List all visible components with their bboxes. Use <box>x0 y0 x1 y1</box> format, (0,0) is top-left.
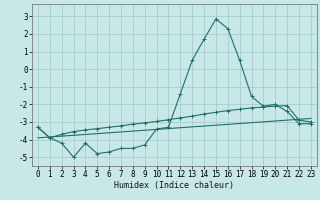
X-axis label: Humidex (Indice chaleur): Humidex (Indice chaleur) <box>115 181 234 190</box>
